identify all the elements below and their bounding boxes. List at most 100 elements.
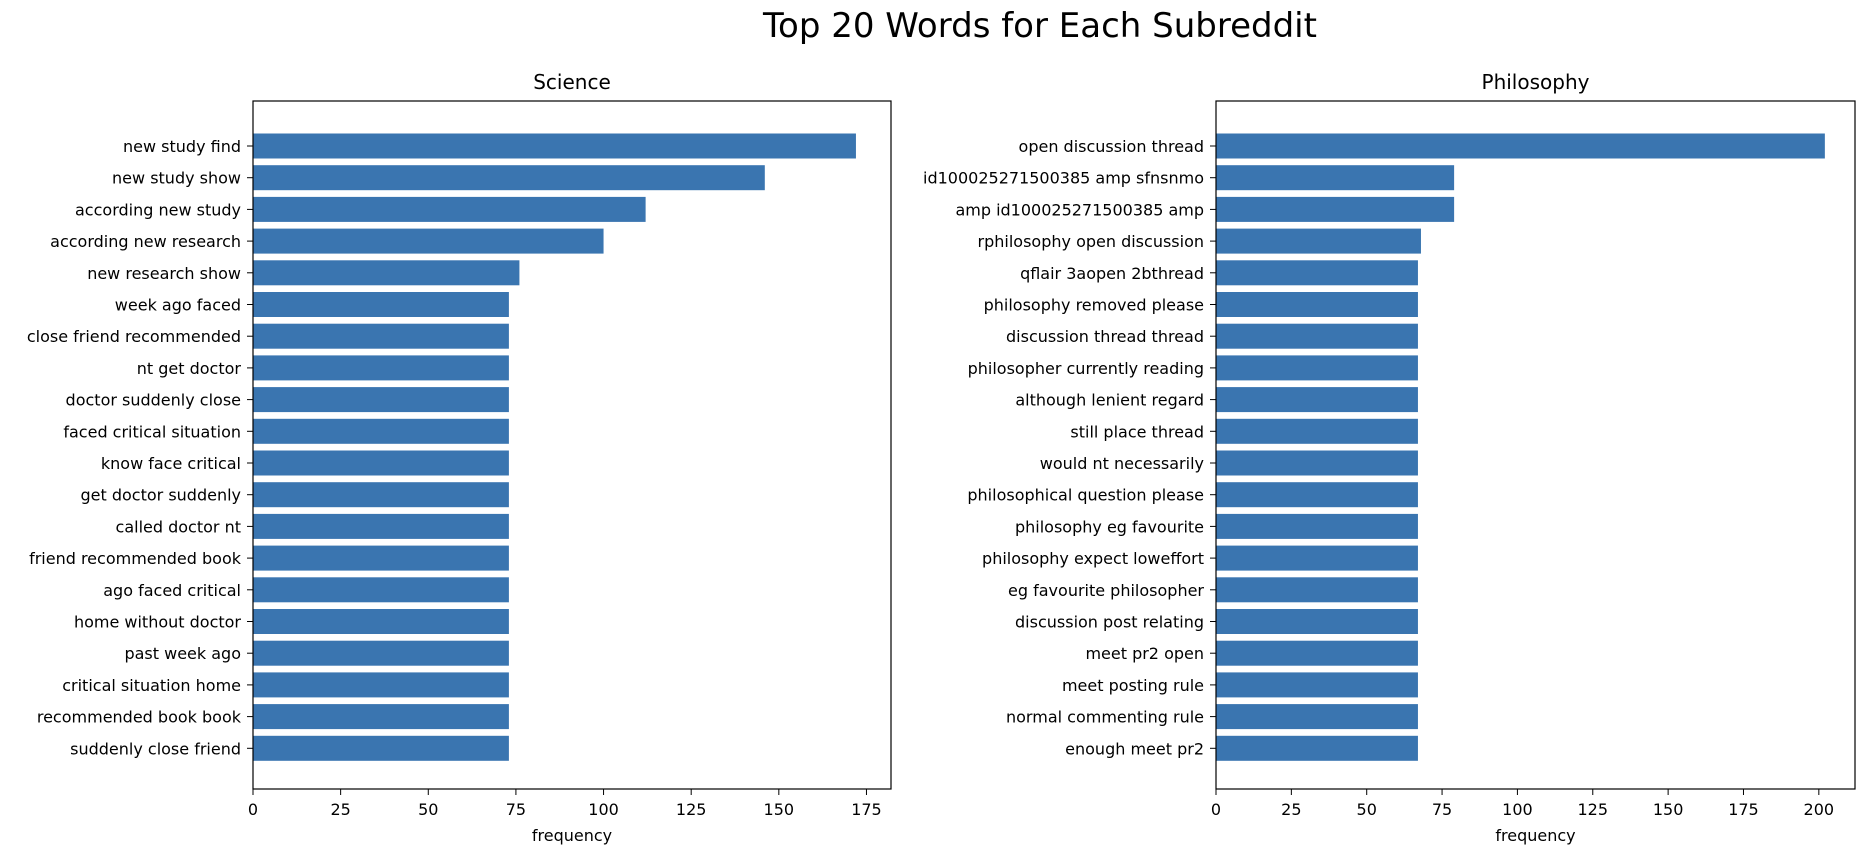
y-tick-label: discussion post relating <box>1015 613 1204 632</box>
y-tick-label: friend recommended book <box>29 549 242 568</box>
y-tick-label: meet pr2 open <box>1085 644 1204 663</box>
bar <box>253 482 509 508</box>
bar <box>253 228 604 254</box>
bar <box>1216 387 1418 413</box>
bar <box>253 672 509 698</box>
y-tick-label: eg favourite philosopher <box>1008 581 1204 600</box>
y-tick-label: enough meet pr2 <box>1065 739 1204 758</box>
y-tick-label: home without doctor <box>74 613 241 632</box>
bar <box>1216 545 1418 571</box>
x-tick-label: 25 <box>1281 800 1301 819</box>
y-tick-label: still place thread <box>1070 422 1204 441</box>
y-tick-label: philosophical question please <box>967 486 1204 505</box>
x-tick-label: 50 <box>418 800 438 819</box>
bar <box>1216 577 1418 603</box>
y-tick-label: discussion thread thread <box>1006 327 1204 346</box>
bar <box>253 196 646 222</box>
bar <box>253 735 509 761</box>
y-tick-label: id100025271500385 amp sfnsnmo <box>923 169 1204 188</box>
bar <box>1216 323 1418 349</box>
bar <box>253 609 509 634</box>
y-tick-label: rphilosophy open discussion <box>978 232 1204 251</box>
y-tick-label: know face critical <box>101 454 241 473</box>
figure-title: Top 20 Words for Each Subreddit <box>762 6 1317 46</box>
bar <box>1216 260 1418 286</box>
y-tick-label: meet posting rule <box>1062 676 1204 695</box>
y-tick-label: philosopher currently reading <box>968 359 1204 378</box>
x-tick-label: 175 <box>851 800 882 819</box>
chart-panel-0: new study find new study show according ne… <box>27 70 892 845</box>
bar <box>1216 609 1418 634</box>
y-tick-label: although lenient regard <box>1015 391 1204 410</box>
bar <box>1216 196 1455 222</box>
y-tick-label: past week ago <box>124 644 241 663</box>
axes-frame <box>252 100 892 790</box>
x-tick-label: 200 <box>1804 800 1835 819</box>
bar <box>1216 513 1418 539</box>
bar <box>1216 165 1455 191</box>
x-axis-label: frequency <box>1495 826 1575 845</box>
x-tick-label: 125 <box>1577 800 1608 819</box>
y-tick-label: amp id100025271500385 amp <box>955 200 1204 219</box>
bar <box>253 704 509 730</box>
bar <box>253 260 520 286</box>
bar <box>1216 133 1825 159</box>
bar <box>253 387 509 413</box>
bar <box>1216 672 1418 698</box>
y-tick-label: suddenly close friend <box>70 739 241 758</box>
y-tick-label: new study find <box>123 137 241 156</box>
chart-panel-1: open discussion thread id100025271500385 … <box>923 70 1856 845</box>
y-tick-label: normal commenting rule <box>1006 708 1204 727</box>
y-tick-label: according new study <box>75 200 241 219</box>
bar <box>253 292 509 317</box>
x-tick-label: 100 <box>588 800 619 819</box>
bar <box>1216 228 1421 254</box>
x-tick-label: 0 <box>248 800 258 819</box>
y-tick-label: recommended book book <box>37 708 242 727</box>
y-tick-label: according new research <box>50 232 241 251</box>
x-tick-label: 150 <box>1653 800 1684 819</box>
bar <box>1216 640 1418 666</box>
y-tick-label: week ago faced <box>115 296 241 315</box>
y-tick-label: faced critical situation <box>63 422 241 441</box>
y-tick-label: close friend recommended <box>27 327 241 346</box>
y-tick-label: get doctor suddenly <box>80 486 241 505</box>
bar <box>1216 355 1418 381</box>
y-tick-label: nt get doctor <box>137 359 242 378</box>
y-tick-label: new study show <box>112 169 241 188</box>
bar <box>1216 704 1418 730</box>
bar <box>253 355 509 381</box>
bar <box>253 640 509 666</box>
bar <box>253 545 509 571</box>
y-tick-label: qflair 3aopen 2bthread <box>1020 264 1204 283</box>
x-tick-label: 50 <box>1357 800 1377 819</box>
y-tick-label: philosophy removed please <box>984 296 1204 315</box>
bar <box>253 577 509 603</box>
x-tick-label: 175 <box>1728 800 1759 819</box>
x-tick-label: 0 <box>1211 800 1221 819</box>
chart-title: Philosophy <box>1482 70 1590 94</box>
bar <box>253 165 765 191</box>
y-tick-label: would nt necessarily <box>1040 454 1204 473</box>
bar <box>253 323 509 349</box>
x-tick-label: 75 <box>506 800 526 819</box>
bar <box>253 513 509 539</box>
bar <box>1216 735 1418 761</box>
y-tick-label: philosophy expect loweffort <box>982 549 1204 568</box>
x-axis-label: frequency <box>532 826 612 845</box>
chart-title: Science <box>533 70 611 94</box>
axes-frame <box>1215 100 1856 790</box>
bar <box>253 418 509 444</box>
y-tick-label: philosophy eg favourite <box>1015 517 1204 536</box>
bar <box>1216 418 1418 444</box>
bar <box>1216 482 1418 508</box>
bar <box>253 133 856 159</box>
y-tick-label: new research show <box>87 264 241 283</box>
x-tick-label: 25 <box>330 800 350 819</box>
x-tick-label: 125 <box>676 800 707 819</box>
y-tick-label: critical situation home <box>62 676 241 695</box>
x-tick-label: 75 <box>1432 800 1452 819</box>
y-tick-label: open discussion thread <box>1019 137 1204 156</box>
